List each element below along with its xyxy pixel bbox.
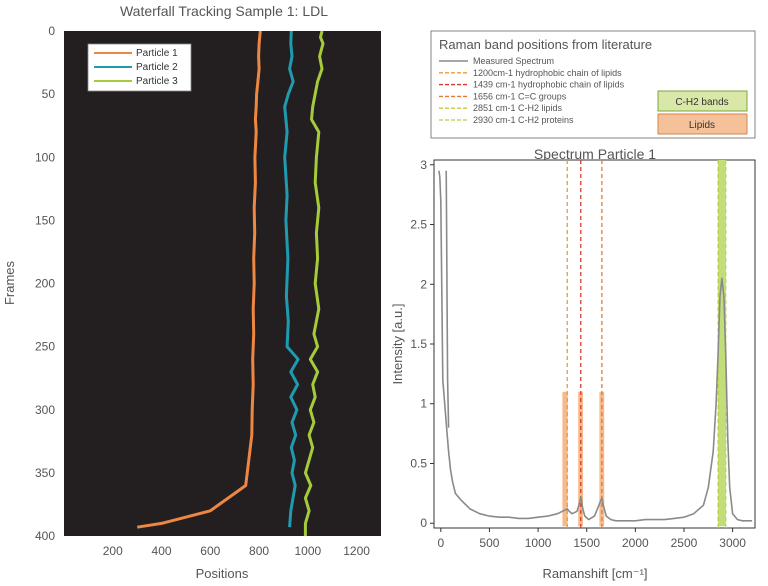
spectrum-plot-area — [433, 159, 756, 529]
spectrum-x-tick-3000: 3000 — [719, 536, 746, 550]
waterfall-y-tick-100: 100 — [35, 150, 55, 164]
waterfall-y-tick-250: 250 — [35, 340, 55, 354]
spectrum-line-measured-spectrum — [438, 170, 753, 522]
waterfall-y-tick-350: 350 — [35, 466, 55, 480]
series-line-particle-2 — [283, 30, 300, 528]
band-2 — [578, 391, 584, 527]
spectrum-x-tick-2000: 2000 — [622, 536, 649, 550]
spectrum-y-tick-2: 2 — [420, 277, 427, 291]
waterfall-x-tick-600: 600 — [200, 544, 220, 558]
spectrum-line-steep-edge — [445, 170, 450, 428]
waterfall-y-tick-200: 200 — [35, 277, 55, 291]
spectrum-x-tick-1000: 1000 — [525, 536, 552, 550]
spectrum-legend-label-1: Measured Spectrum — [473, 56, 554, 66]
band-legend-ch2-label: C-H2 bands — [675, 97, 728, 108]
waterfall-plot-area — [64, 31, 381, 536]
waterfall-y-tick-50: 50 — [42, 87, 56, 101]
waterfall-y-tick-300: 300 — [35, 403, 55, 417]
spectrum-y-tick-0: 0 — [420, 516, 427, 530]
waterfall-y-label: Frames — [2, 260, 17, 305]
spectrum-legend-label-4: 1656 cm-1 C=C groups — [473, 91, 567, 101]
waterfall-y-tick-150: 150 — [35, 213, 55, 227]
spectrum-legend-title: Raman band positions from literature — [439, 37, 652, 52]
band-legend-lipids-swatch — [657, 113, 748, 135]
waterfall-x-tick-400: 400 — [152, 544, 172, 558]
series-line-particle-1 — [136, 30, 262, 529]
legend-label-particle-2: Particle 2 — [136, 62, 178, 73]
waterfall-x-tick-1200: 1200 — [343, 544, 370, 558]
spectrum-x-tick-1500: 1500 — [573, 536, 600, 550]
band-1 — [562, 391, 568, 527]
band-4 — [717, 160, 727, 527]
spectrum-y-tick-0.5: 0.5 — [410, 456, 427, 470]
spectrum-legend-label-3: 1439 cm-1 hydrophobic chain of lipids — [473, 80, 625, 90]
waterfall-legend: Particle 1 Particle 2 Particle 3 — [87, 43, 192, 92]
spectrum-legend-label-5: 2851 cm-1 C-H2 lipids — [473, 103, 563, 113]
waterfall-x-tick-800: 800 — [249, 544, 269, 558]
waterfall-y-tick-0: 0 — [48, 24, 55, 38]
spectrum-y-label: Intensity [a.u.] — [390, 304, 405, 385]
waterfall-x-tick-1000: 1000 — [294, 544, 321, 558]
spectrum-y-tick-1.5: 1.5 — [410, 337, 427, 351]
waterfall-x-tick-200: 200 — [103, 544, 123, 558]
legend-label-particle-1: Particle 1 — [136, 48, 178, 59]
band-legend-lipids-label: Lipids — [689, 120, 715, 131]
spectrum-x-tick-2500: 2500 — [671, 536, 698, 550]
spectrum-x-label: Ramanshift [cm⁻¹] — [542, 566, 647, 581]
waterfall-chart: Waterfall Tracking Sample 1: LDL 200 400 6… — [2, 3, 381, 581]
spectrum-chart: Raman band positions from literature Mea… — [390, 30, 756, 581]
spectrum-y-tick-3: 3 — [420, 158, 427, 172]
spectrum-x-tick-0: 0 — [437, 536, 444, 550]
waterfall-title: Waterfall Tracking Sample 1: LDL — [120, 3, 328, 19]
spectrum-legend-label-6: 2930 cm-1 C-H2 proteins — [473, 115, 574, 125]
band-3 — [599, 391, 605, 527]
spectrum-legend-label-2: 1200cm-1 hydrophobic chain of lipids — [473, 68, 622, 78]
waterfall-x-label: Positions — [196, 566, 249, 581]
series-line-particle-3 — [303, 30, 325, 536]
spectrum-title: Spectrum Particle 1 — [534, 146, 656, 162]
spectrum-y-tick-2.5: 2.5 — [410, 218, 427, 232]
spectrum-x-tick-500: 500 — [479, 536, 499, 550]
band-legend-ch2-swatch — [657, 90, 748, 112]
spectrum-y-tick-1: 1 — [420, 397, 427, 411]
waterfall-y-tick-400: 400 — [35, 529, 55, 543]
spectrum-legend: Raman band positions from literature Mea… — [430, 30, 756, 139]
legend-label-particle-3: Particle 3 — [136, 76, 178, 87]
